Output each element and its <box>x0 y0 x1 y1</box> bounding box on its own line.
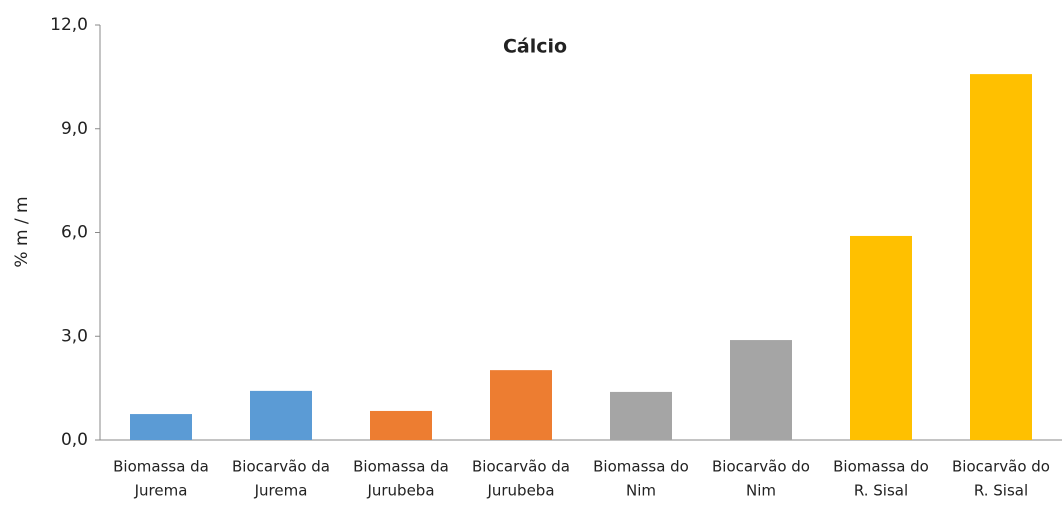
y-tick-label: 6,0 <box>61 223 88 243</box>
x-tick-label: Jurubeba <box>366 482 434 500</box>
bar <box>370 410 432 440</box>
x-tick-label: Biocarvão da <box>232 458 330 476</box>
x-tick-label: R. Sisal <box>854 482 908 500</box>
x-tick-label: R. Sisal <box>974 482 1028 500</box>
x-tick-label: Biocarvão do <box>952 458 1050 476</box>
y-tick-label: 12,0 <box>50 15 88 35</box>
x-tick-label: Jurema <box>134 482 188 500</box>
x-tick-label: Nim <box>746 482 776 500</box>
bar <box>490 370 552 440</box>
bar <box>970 74 1032 440</box>
x-tick-label: Jurema <box>254 482 308 500</box>
x-tick-label: Biomassa da <box>113 458 209 476</box>
chart-title: Cálcio <box>503 36 567 58</box>
y-tick-label: 9,0 <box>61 119 88 139</box>
y-tick-label: 3,0 <box>61 326 88 346</box>
bar <box>730 340 792 440</box>
x-tick-label: Biocarvão do <box>712 458 810 476</box>
x-tick-label: Biomassa da <box>353 458 449 476</box>
y-axis-label: % m / m <box>12 196 32 267</box>
x-tick-label: Jurubeba <box>486 482 554 500</box>
x-tick-label: Biomassa do <box>833 458 929 476</box>
bar <box>130 414 192 440</box>
bar <box>610 391 672 440</box>
bar <box>850 235 912 440</box>
bar <box>250 390 312 440</box>
x-tick-label: Biocarvão da <box>472 458 570 476</box>
y-tick-label: 0,0 <box>61 430 88 450</box>
x-tick-label: Nim <box>626 482 656 500</box>
x-tick-label: Biomassa do <box>593 458 689 476</box>
